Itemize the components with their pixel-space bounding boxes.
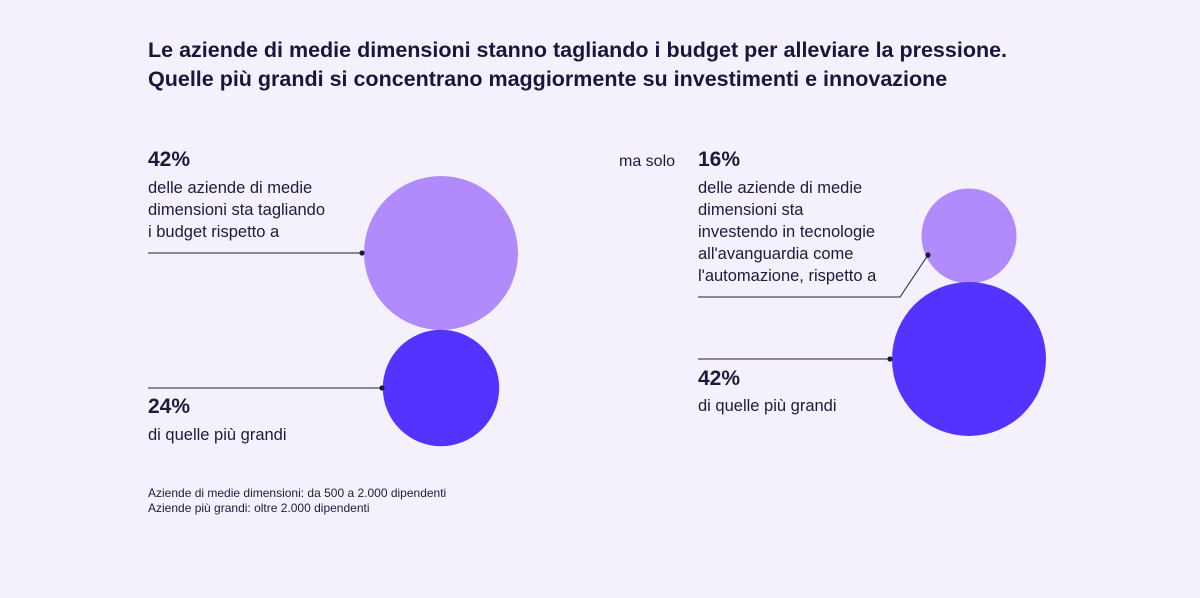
left-mid-description: delle aziende di medie dimensioni sta ta… bbox=[148, 177, 325, 243]
right-mid-line-4: all'avanguardia come bbox=[698, 245, 854, 263]
left-large-description: di quelle più grandi bbox=[148, 424, 287, 446]
leader-dot-left-large bbox=[379, 385, 385, 391]
left-mid-line-1: delle aziende di medie bbox=[148, 179, 313, 197]
right-mid-value: 16% bbox=[698, 148, 741, 171]
leader-line-right-mid bbox=[698, 254, 929, 298]
right-prefix: ma solo bbox=[619, 153, 676, 170]
left-mid-line-2: dimensioni sta tagliando bbox=[148, 201, 326, 219]
footnote-1: Aziende di medie dimensioni: da 500 a 2.… bbox=[148, 486, 447, 500]
title-line-2: Quelle più grandi si concentrano maggior… bbox=[148, 67, 948, 91]
right-mid-line-1: delle aziende di medie bbox=[698, 179, 863, 197]
bubble-left-large bbox=[382, 329, 500, 447]
leader-dot-right-mid bbox=[925, 252, 931, 258]
right-mid-line-5: l'automazione, rispetto a bbox=[698, 267, 877, 285]
bubble-right-large bbox=[892, 282, 1046, 436]
right-mid-description: delle aziende di medie dimensioni sta in… bbox=[698, 177, 876, 287]
footnotes: Aziende di medie dimensioni: da 500 a 2.… bbox=[148, 486, 446, 516]
right-mid-line-3: investendo in tecnologie bbox=[698, 223, 876, 241]
footnote-2: Aziende più grandi: oltre 2.000 dipenden… bbox=[148, 501, 370, 515]
leader-dot-left-mid bbox=[359, 250, 365, 256]
leader-dot-right-large bbox=[887, 356, 893, 362]
right-large-value: 42% bbox=[698, 367, 741, 390]
page-title: Le aziende di medie dimensioni stanno ta… bbox=[148, 36, 1068, 94]
left-large-line-1: di quelle più grandi bbox=[148, 426, 287, 444]
right-large-description: di quelle più grandi bbox=[698, 395, 837, 417]
right-large-line-1: di quelle più grandi bbox=[698, 397, 837, 415]
left-large-value: 24% bbox=[148, 395, 191, 418]
left-mid-line-3: i budget rispetto a bbox=[148, 223, 280, 241]
right-mid-line-2: dimensioni sta bbox=[698, 201, 804, 219]
left-mid-value: 42% bbox=[148, 148, 191, 171]
bubble-right-mid bbox=[921, 188, 1017, 284]
bubble-left-mid bbox=[364, 176, 518, 330]
title-line-1: Le aziende di medie dimensioni stanno ta… bbox=[148, 38, 1008, 62]
